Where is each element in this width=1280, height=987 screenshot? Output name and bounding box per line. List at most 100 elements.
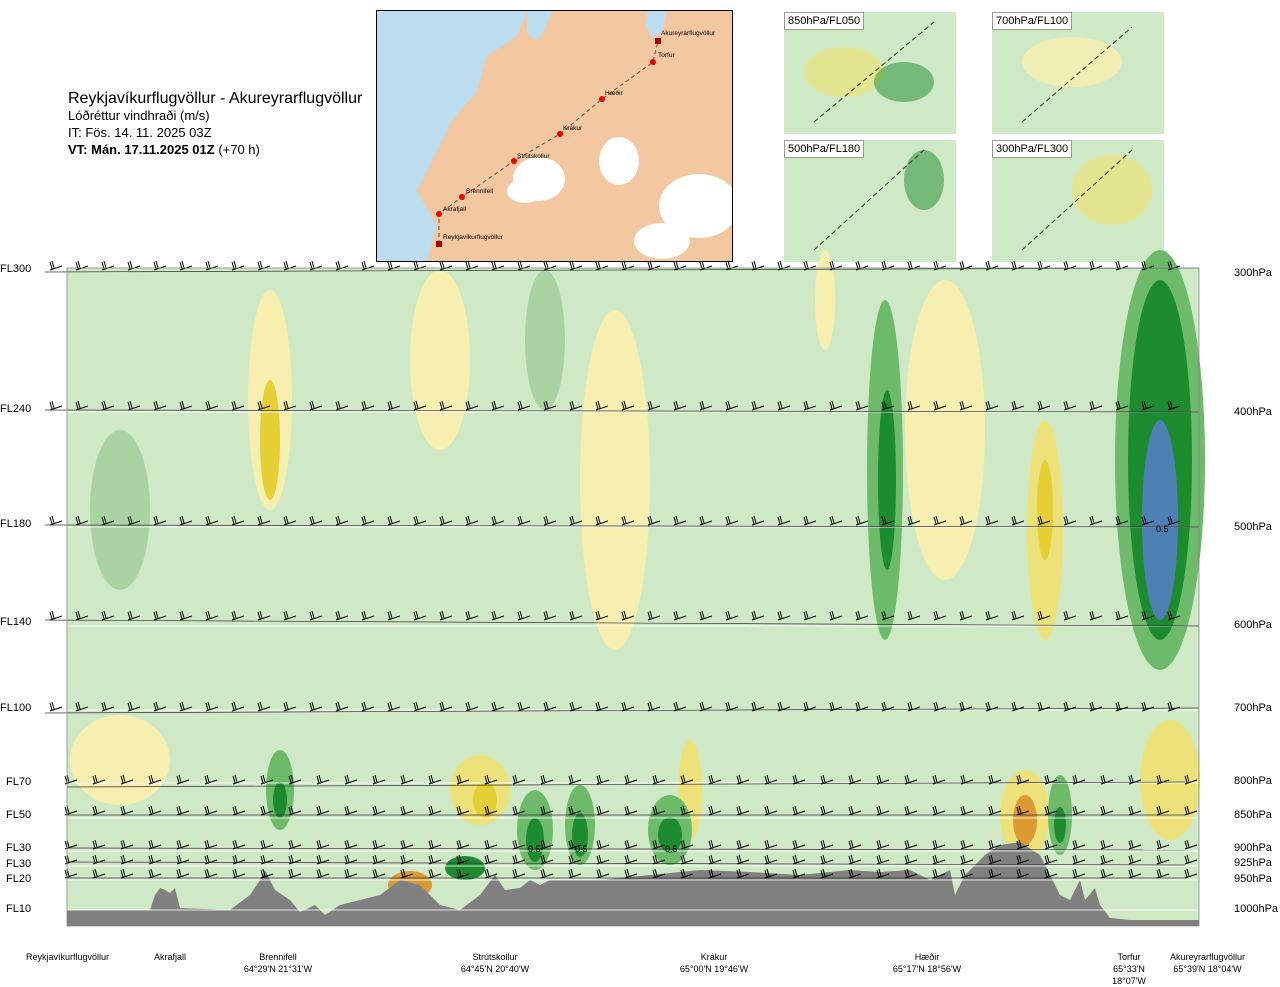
wind-barb	[512, 774, 526, 785]
hpa-label: 500hPa	[1234, 521, 1272, 533]
wind-barb	[881, 515, 895, 526]
wind-barb	[777, 400, 791, 411]
wind-barb	[829, 701, 843, 712]
wind-barb	[985, 515, 999, 526]
hpa-label: 900hPa	[1234, 842, 1272, 854]
wind-barb	[491, 515, 505, 526]
wind-barb	[907, 515, 921, 526]
wind-barb	[820, 839, 834, 850]
wind-barb	[540, 774, 554, 785]
wind-barb	[621, 701, 635, 712]
wind-barb	[92, 854, 106, 865]
wind-barb	[932, 854, 946, 865]
wind-barb	[232, 854, 246, 865]
wind-barb	[1063, 400, 1077, 411]
wind-barb	[680, 854, 694, 865]
contour-up	[905, 280, 985, 580]
wind-barb	[1011, 701, 1025, 712]
wind-barb	[335, 610, 349, 621]
map-label-krakur: Krákur	[563, 125, 583, 132]
wind-barb	[621, 400, 635, 411]
wind-barb	[699, 610, 713, 621]
wind-barb	[232, 805, 246, 816]
mini-map-300: 300hPa/FL300	[992, 140, 1164, 262]
contour-up	[260, 380, 280, 500]
wind-barb	[680, 868, 694, 879]
wind-barb	[624, 868, 638, 879]
wind-barb	[92, 868, 106, 879]
wind-barb	[624, 774, 638, 785]
wind-barb	[176, 868, 190, 879]
wind-barb	[75, 701, 89, 712]
wind-barb	[764, 774, 778, 785]
wind-barb	[1044, 868, 1058, 879]
wind-barb	[764, 854, 778, 865]
wind-barb	[204, 868, 218, 879]
wind-barb	[1011, 515, 1025, 526]
wind-barb	[465, 701, 479, 712]
wind-barb	[876, 774, 890, 785]
wind-barb	[1037, 400, 1051, 411]
wind-barb	[1167, 515, 1181, 526]
wind-barb	[316, 805, 330, 816]
wind-barb	[75, 515, 89, 526]
wind-barb	[960, 868, 974, 879]
wind-barb	[569, 515, 583, 526]
wind-barb	[1156, 805, 1170, 816]
wind-barb	[596, 868, 610, 879]
terrain	[67, 842, 1199, 926]
wind-barb	[568, 868, 582, 879]
wind-barb	[777, 701, 791, 712]
wind-barb	[621, 610, 635, 621]
route-map: Akureyrarflugvöllur Torfur Hæðir Krákur …	[376, 10, 733, 262]
wind-barb	[1128, 839, 1142, 850]
wind-barb	[1184, 868, 1198, 879]
wind-barb	[933, 610, 947, 621]
wind-barb	[855, 701, 869, 712]
wind-barb	[387, 701, 401, 712]
map-label-strutskollur: Strútskollur	[517, 153, 550, 160]
wind-barb	[260, 774, 274, 785]
wind-barb	[283, 701, 297, 712]
wind-barb	[1167, 610, 1181, 621]
wind-barb	[1063, 701, 1077, 712]
wind-barb	[288, 774, 302, 785]
wind-barb	[1128, 805, 1142, 816]
wind-barb	[484, 805, 498, 816]
wind-barb	[568, 805, 582, 816]
wind-barb	[1115, 610, 1129, 621]
wind-barb	[932, 774, 946, 785]
mini-map-500-svg	[813, 149, 944, 251]
wind-barb	[413, 515, 427, 526]
wind-barb	[127, 701, 141, 712]
wind-barb	[517, 701, 531, 712]
wind-barb	[673, 701, 687, 712]
wind-barb	[855, 610, 869, 621]
wind-barb	[484, 774, 498, 785]
wind-barb	[673, 400, 687, 411]
fl-label: FL30	[6, 842, 32, 854]
wind-barb	[988, 854, 1002, 865]
wind-barb	[179, 515, 193, 526]
wind-barb	[988, 868, 1002, 879]
wind-barb	[232, 868, 246, 879]
wind-barb	[540, 868, 554, 879]
wind-barb	[288, 805, 302, 816]
mini-map-label: 850hPa/FL050	[784, 12, 865, 30]
wind-barb	[361, 610, 375, 621]
wind-barb	[1016, 839, 1030, 850]
wind-barb	[543, 610, 557, 621]
wind-barb	[1128, 774, 1142, 785]
wind-barb	[257, 610, 271, 621]
wind-barb	[288, 854, 302, 865]
wind-barb	[231, 400, 245, 411]
wind-barb	[820, 774, 834, 785]
chart-header: Reykjavíkurflugvöllur - Akureyrarflugvöl…	[68, 90, 362, 158]
wind-barb	[428, 805, 442, 816]
wind-barb	[725, 701, 739, 712]
wind-barb	[708, 854, 722, 865]
wind-barb	[1115, 515, 1129, 526]
wind-barb	[595, 515, 609, 526]
wind-barb	[204, 774, 218, 785]
